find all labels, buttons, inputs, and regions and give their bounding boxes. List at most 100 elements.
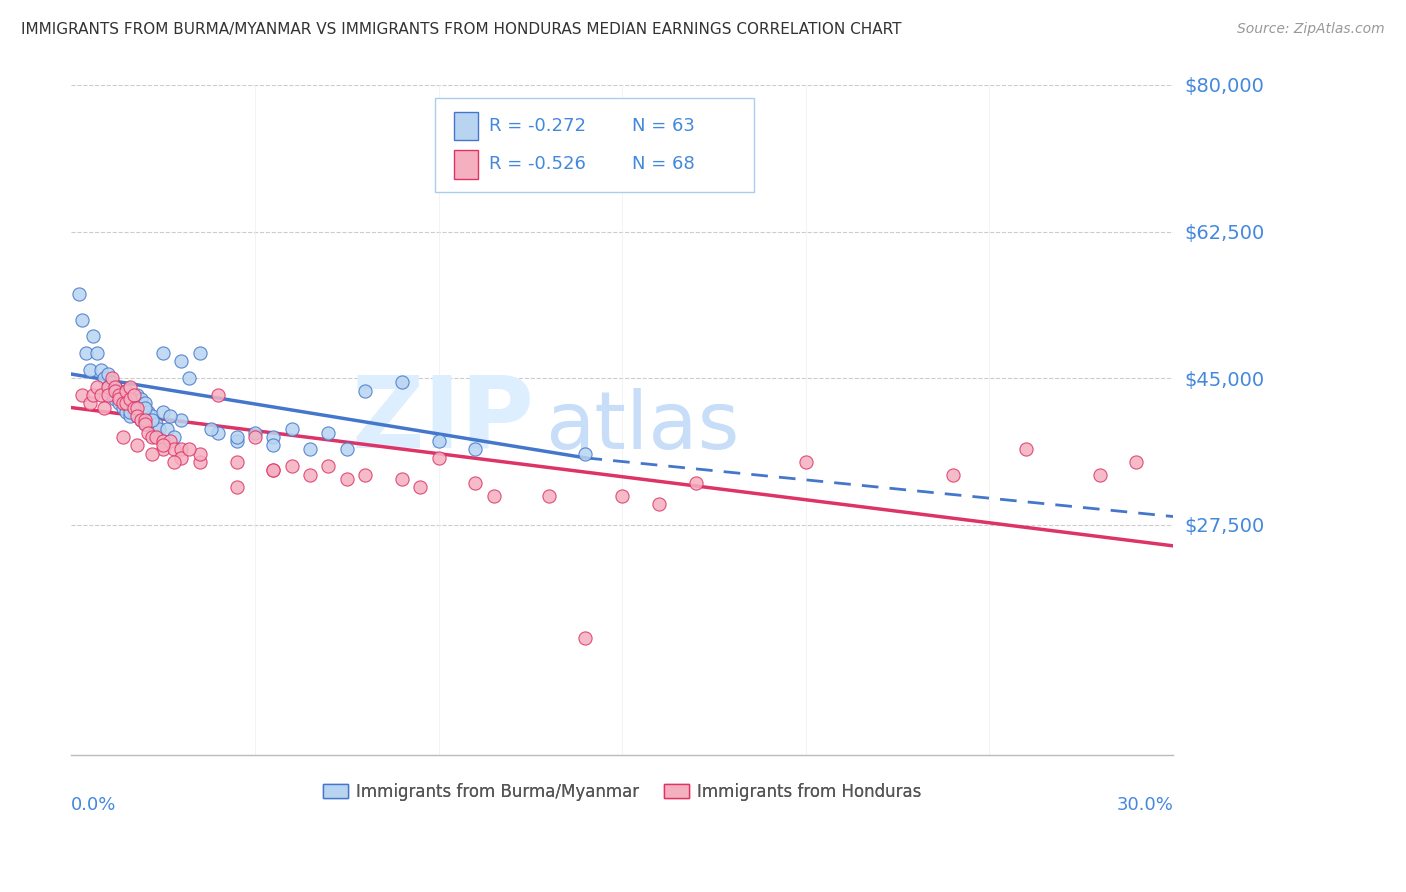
Point [648, 497, 671, 511]
Point [134, 401, 156, 415]
Point [97, 388, 120, 402]
Point [1088, 467, 1111, 482]
Text: R = -0.526: R = -0.526 [489, 155, 586, 173]
Point [145, 417, 167, 432]
Point [75, 346, 97, 360]
Point [170, 413, 193, 427]
Point [93, 401, 115, 415]
Point [942, 467, 965, 482]
Point [138, 405, 160, 419]
Point [90, 363, 112, 377]
Point [127, 388, 149, 402]
Point [188, 447, 211, 461]
Point [111, 401, 134, 415]
Point [207, 388, 229, 402]
Point [72, 388, 94, 402]
Point [108, 396, 131, 410]
Text: R = -0.272: R = -0.272 [489, 117, 586, 135]
Point [86, 379, 108, 393]
Text: atlas: atlas [546, 388, 740, 466]
Point [170, 354, 193, 368]
Point [482, 489, 505, 503]
Point [163, 455, 186, 469]
Point [104, 384, 127, 398]
Point [90, 388, 112, 402]
Point [104, 379, 127, 393]
Point [177, 371, 200, 385]
Point [141, 413, 163, 427]
Point [152, 405, 174, 419]
Text: ZIP: ZIP [352, 372, 534, 468]
Point [391, 472, 413, 486]
Point [574, 447, 596, 461]
Point [97, 379, 120, 393]
Point [108, 392, 131, 407]
Point [127, 409, 149, 423]
Point [72, 312, 94, 326]
Point [159, 409, 181, 423]
Point [104, 392, 127, 407]
Point [111, 396, 134, 410]
Text: Source: ZipAtlas.com: Source: ZipAtlas.com [1237, 22, 1385, 37]
Point [141, 409, 163, 423]
Point [122, 405, 145, 419]
Point [225, 434, 247, 449]
Point [100, 376, 122, 390]
Point [115, 392, 138, 407]
Point [138, 425, 160, 440]
Point [336, 442, 359, 457]
FancyBboxPatch shape [454, 112, 478, 140]
FancyBboxPatch shape [434, 98, 755, 192]
Point [225, 480, 247, 494]
Point [82, 388, 104, 402]
Point [318, 425, 340, 440]
Point [97, 379, 120, 393]
Point [111, 430, 134, 444]
Point [104, 379, 127, 393]
Point [115, 405, 138, 419]
Point [280, 459, 302, 474]
Text: IMMIGRANTS FROM BURMA/MYANMAR VS IMMIGRANTS FROM HONDURAS MEDIAN EARNINGS CORREL: IMMIGRANTS FROM BURMA/MYANMAR VS IMMIGRA… [21, 22, 901, 37]
Point [145, 430, 167, 444]
Point [427, 434, 450, 449]
Point [108, 388, 131, 402]
Point [262, 430, 284, 444]
Point [127, 438, 149, 452]
Point [67, 287, 90, 301]
Point [127, 409, 149, 423]
Point [118, 379, 141, 393]
Point [225, 455, 247, 469]
Point [537, 489, 560, 503]
Point [163, 442, 186, 457]
Point [118, 409, 141, 423]
Point [574, 631, 596, 645]
Point [141, 430, 163, 444]
Point [170, 442, 193, 457]
Point [152, 438, 174, 452]
Point [354, 384, 377, 398]
Text: 0.0%: 0.0% [72, 796, 117, 814]
Point [163, 430, 186, 444]
Point [152, 442, 174, 457]
Point [170, 450, 193, 465]
Point [156, 421, 179, 435]
Legend: Immigrants from Burma/Myanmar, Immigrants from Honduras: Immigrants from Burma/Myanmar, Immigrant… [316, 776, 928, 807]
Point [188, 346, 211, 360]
Point [129, 413, 152, 427]
Point [148, 421, 170, 435]
Point [134, 413, 156, 427]
Point [262, 463, 284, 477]
Point [86, 346, 108, 360]
Point [280, 421, 302, 435]
Point [122, 396, 145, 410]
Point [685, 475, 707, 490]
Point [262, 438, 284, 452]
FancyBboxPatch shape [454, 151, 478, 178]
Point [354, 467, 377, 482]
Point [1015, 442, 1038, 457]
Point [122, 388, 145, 402]
Point [298, 442, 321, 457]
Point [318, 459, 340, 474]
Point [464, 475, 486, 490]
Point [108, 384, 131, 398]
